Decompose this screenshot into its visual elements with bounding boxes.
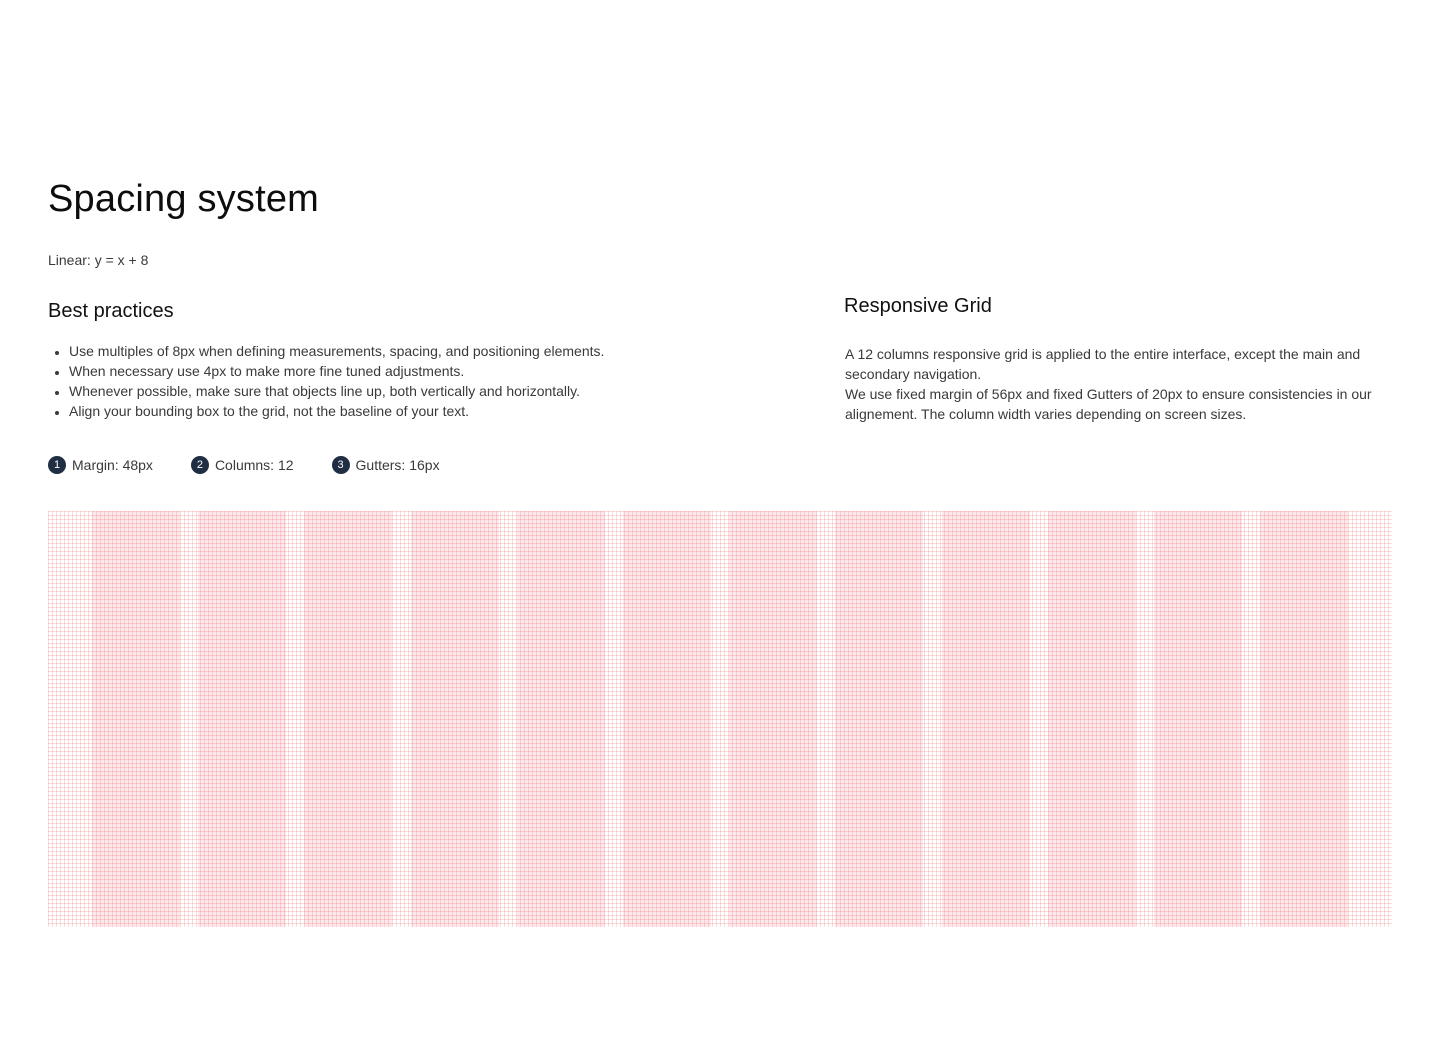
legend-number-badge: 1 bbox=[48, 456, 66, 474]
grid-column bbox=[1047, 511, 1136, 927]
responsive-grid-heading: Responsive Grid bbox=[844, 295, 992, 317]
list-item: Whenever possible, make sure that object… bbox=[69, 381, 789, 401]
legend-item-columns: 2 Columns: 12 bbox=[190, 455, 294, 475]
description-paragraph: A 12 columns responsive grid is applied … bbox=[845, 346, 1361, 382]
grid-column bbox=[835, 511, 924, 927]
description-paragraph: We use fixed margin of 56px and fixed Gu… bbox=[845, 386, 1372, 422]
grid-column bbox=[198, 511, 287, 927]
legend-label: Columns: 12 bbox=[214, 457, 294, 473]
spacing-formula: Linear: y = x + 8 bbox=[48, 252, 149, 268]
legend-number-badge: 3 bbox=[331, 456, 350, 474]
best-practices-list: Use multiples of 8px when defining measu… bbox=[48, 341, 789, 421]
grid-legend: 1 Margin: 48px 2 Columns: 12 3 Gutters: … bbox=[48, 455, 478, 475]
grid-visualization bbox=[48, 511, 1392, 927]
grid-column bbox=[941, 511, 1030, 927]
grid-column bbox=[516, 511, 605, 927]
legend-number-badge: 2 bbox=[190, 456, 209, 474]
grid-column bbox=[1154, 511, 1242, 927]
legend-item-gutters: 3 Gutters: 16px bbox=[331, 455, 440, 475]
page-title: Spacing system bbox=[48, 178, 320, 220]
list-item: When necessary use 4px to make more fine… bbox=[69, 361, 789, 381]
grid-column bbox=[1260, 511, 1349, 927]
grid-column bbox=[92, 511, 180, 927]
best-practices-heading: Best practices bbox=[48, 300, 174, 322]
grid-column bbox=[410, 511, 499, 927]
legend-label: Margin: 48px bbox=[72, 457, 153, 473]
list-item: Align your bounding box to the grid, not… bbox=[69, 401, 789, 421]
legend-item-margin: 1 Margin: 48px bbox=[48, 455, 153, 475]
grid-column bbox=[623, 511, 711, 927]
responsive-grid-description: A 12 columns responsive grid is applied … bbox=[845, 344, 1385, 424]
grid-column bbox=[729, 511, 818, 927]
list-item: Use multiples of 8px when defining measu… bbox=[69, 341, 789, 361]
grid-column bbox=[304, 511, 393, 927]
legend-label: Gutters: 16px bbox=[355, 457, 440, 473]
